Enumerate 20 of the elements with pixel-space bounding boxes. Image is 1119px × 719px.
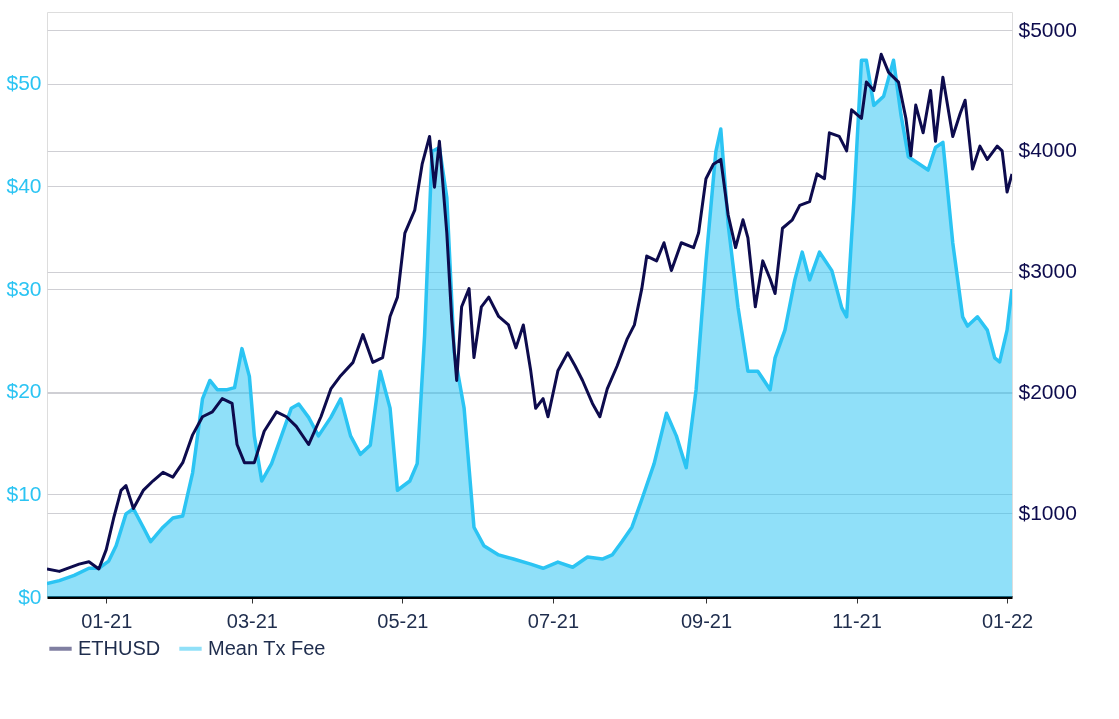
- y2-tick-label: $1000: [1018, 500, 1077, 524]
- y2-tick-label: $3000: [1018, 259, 1077, 283]
- y-tick-label: $40: [6, 173, 42, 197]
- x-tick-label: 03-21: [226, 609, 278, 632]
- y-tick-label: $0: [18, 584, 42, 608]
- x-tick-label: 11-21: [832, 609, 882, 632]
- y2-tick-label: $4000: [1018, 138, 1077, 162]
- y2-tick-label: $2000: [1018, 380, 1077, 404]
- x-tick-label: 07-21: [527, 609, 580, 632]
- y-tick-label: $10: [6, 481, 42, 505]
- y-tick-label: $50: [6, 71, 42, 95]
- y-tick-label: $20: [6, 379, 42, 403]
- x-tick-label: 01-22: [981, 609, 1034, 632]
- x-tick-label: 01-21: [81, 609, 133, 632]
- y-tick-label: $30: [6, 276, 42, 300]
- y2-tick-label: $5000: [1018, 17, 1077, 41]
- x-tick-label: 05-21: [377, 609, 429, 632]
- x-tick-label: 09-21: [680, 609, 733, 632]
- legend-label: Mean Tx Fee: [208, 636, 326, 659]
- legend-label: ETHUSD: [78, 636, 161, 659]
